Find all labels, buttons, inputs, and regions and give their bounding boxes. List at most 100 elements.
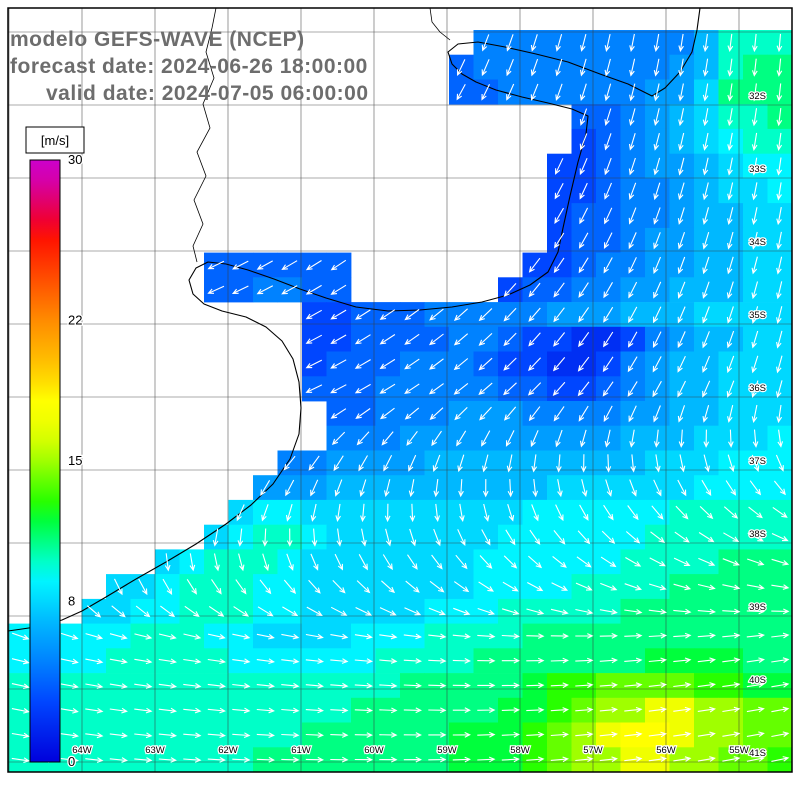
wave-arrow xyxy=(506,83,515,101)
wave-arrow xyxy=(528,257,541,273)
wave-arrow xyxy=(528,332,541,347)
wave-arrow xyxy=(330,756,349,763)
wave-arrow xyxy=(379,658,398,664)
wave-arrow xyxy=(748,506,763,519)
wave-arrow xyxy=(752,429,759,448)
wave-arrow xyxy=(653,232,661,250)
wave-arrow xyxy=(777,429,784,448)
colorbar-unit-label: [m/s] xyxy=(41,133,69,148)
wave-arrow xyxy=(455,554,468,570)
wave-arrow xyxy=(751,231,758,250)
wave-arrow xyxy=(457,59,466,76)
wave-arrow xyxy=(578,331,590,348)
wave-arrow xyxy=(483,503,490,522)
wave-arrow xyxy=(625,531,641,544)
wave-arrow xyxy=(506,34,514,52)
wave-arrow xyxy=(678,108,685,127)
wave-arrow xyxy=(355,607,373,616)
wave-arrow xyxy=(771,584,790,590)
wave-arrow xyxy=(231,285,249,294)
wave-arrow xyxy=(776,58,783,77)
wave-arrow xyxy=(11,683,30,690)
wave-arrow xyxy=(403,732,422,738)
wave-arrow xyxy=(702,182,709,201)
wave-arrow xyxy=(211,579,222,595)
wave-arrow xyxy=(501,731,520,738)
wave-arrow xyxy=(478,382,493,396)
wave-arrow xyxy=(776,306,783,324)
wave-arrow xyxy=(109,732,128,739)
wave-arrow xyxy=(431,554,443,570)
wave-arrow xyxy=(501,608,520,616)
wave-arrow xyxy=(776,355,783,374)
wave-arrow xyxy=(429,580,445,593)
wave-arrow xyxy=(501,657,520,664)
wave-arrow xyxy=(408,479,415,498)
map-frame xyxy=(7,7,793,773)
wave-arrow xyxy=(382,554,393,571)
wave-arrow xyxy=(477,707,496,713)
wave-arrow xyxy=(579,182,588,200)
wave-arrow xyxy=(580,33,587,52)
wave-arrow xyxy=(158,633,177,640)
wave-arrow xyxy=(183,633,202,640)
wave-arrow xyxy=(358,554,368,571)
wave-arrow xyxy=(727,231,734,250)
wave-arrow xyxy=(134,658,153,665)
wave-arrow xyxy=(727,157,733,176)
wave-arrow xyxy=(456,430,467,447)
wave-arrow xyxy=(428,756,447,763)
wave-arrow xyxy=(746,706,765,713)
wave-arrow xyxy=(457,454,465,473)
wave-arrow xyxy=(384,479,391,498)
wave-arrow xyxy=(604,182,613,200)
model-title: modelo GEFS-WAVE (NCEP) xyxy=(10,28,305,51)
wave-arrow xyxy=(528,406,541,422)
wave-arrow xyxy=(751,58,758,77)
wave-arrow xyxy=(12,632,30,640)
wave-arrow xyxy=(305,633,324,640)
wave-arrow xyxy=(775,380,783,399)
wave-arrow xyxy=(746,584,765,591)
wave-arrow xyxy=(354,682,373,689)
wave-arrow xyxy=(385,528,392,547)
wave-arrow xyxy=(208,605,225,617)
wave-arrow xyxy=(602,381,614,397)
wave-arrow xyxy=(604,83,612,102)
wave-arrow xyxy=(158,757,177,763)
wave-arrow xyxy=(428,383,444,395)
wave-arrow xyxy=(232,683,251,689)
wave-arrow xyxy=(678,157,685,176)
wave-arrow xyxy=(530,58,539,77)
wave-arrow xyxy=(305,284,322,295)
wave-arrow xyxy=(674,531,690,543)
wave-arrow xyxy=(726,281,734,300)
wave-arrow xyxy=(673,657,692,664)
colorbar-tick-label: 22 xyxy=(68,313,82,328)
wave-arrow xyxy=(531,454,538,473)
wave-arrow xyxy=(281,707,300,714)
wave-arrow xyxy=(481,59,490,77)
wave-arrow xyxy=(701,479,712,497)
wave-arrow xyxy=(751,108,758,127)
wave-arrow xyxy=(158,732,177,739)
wave-arrow xyxy=(453,607,471,616)
wave-arrow xyxy=(604,58,611,77)
wave-arrow xyxy=(727,108,733,127)
wave-arrow xyxy=(212,528,219,547)
wave-arrow xyxy=(262,528,268,547)
wave-arrow xyxy=(550,657,569,664)
wave-arrow xyxy=(579,133,588,151)
wave-arrow xyxy=(579,429,587,448)
wave-arrow xyxy=(134,732,153,739)
wave-arrow xyxy=(256,260,273,270)
wave-arrow xyxy=(702,108,709,127)
wave-arrow xyxy=(604,133,612,151)
wave-arrow xyxy=(575,633,594,639)
wave-arrow xyxy=(579,504,589,521)
wave-arrow xyxy=(727,404,734,423)
wave-arrow xyxy=(677,331,686,349)
wave-arrow xyxy=(286,528,293,547)
wave-arrow xyxy=(723,506,739,519)
